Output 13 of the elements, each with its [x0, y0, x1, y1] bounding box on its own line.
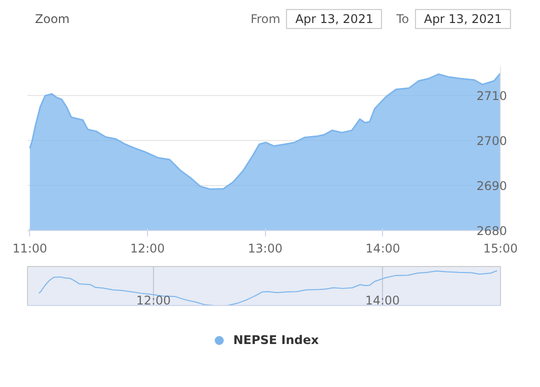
x-tick-label: 12:00 [136, 294, 171, 308]
legend-label: NEPSE Index [233, 333, 319, 347]
text: Apr 13, 2021 [414, 9, 511, 29]
x-tick-label: 12:00 [130, 242, 165, 256]
x-tick-label: 11:00 [12, 242, 48, 256]
text: Apr 13, 2021 [286, 9, 382, 29]
text: To [396, 12, 409, 26]
x-tick-label: 13:00 [248, 242, 282, 256]
text: From [250, 12, 280, 26]
text: Zoom [35, 11, 70, 28]
x-tick-label: 14:00 [365, 294, 400, 308]
x-tick-label: 15:00 [483, 242, 518, 256]
x-tick-label: 14:00 [366, 242, 400, 256]
